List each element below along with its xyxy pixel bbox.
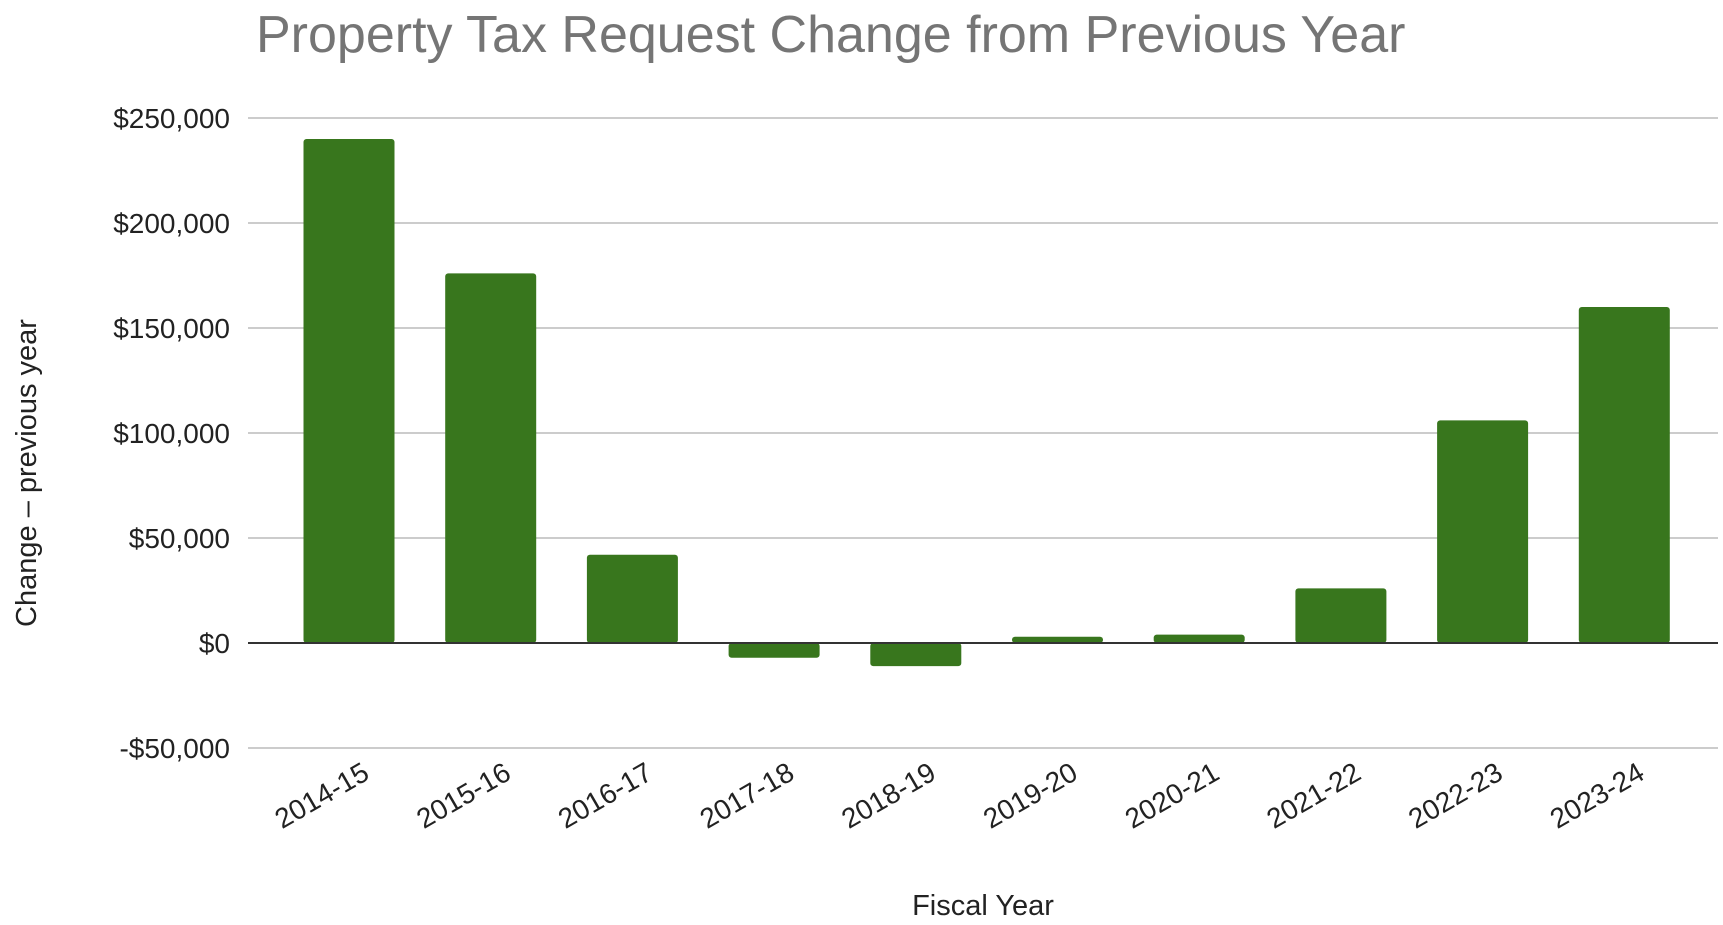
y-tick-label: -$50,000	[119, 733, 230, 764]
bar-2023-24	[1578, 307, 1670, 643]
x-tick-label: 2019-20	[978, 756, 1082, 834]
x-tick-label: 2020-21	[1120, 756, 1224, 834]
bars	[303, 139, 1670, 667]
y-tick-label: $250,000	[113, 103, 230, 134]
bar-2017-18	[728, 643, 820, 658]
x-tick-label: 2018-19	[836, 756, 940, 834]
bar-2015-16	[445, 273, 537, 643]
y-tick-label: $50,000	[129, 523, 230, 554]
x-tick-label: 2016-17	[553, 756, 657, 834]
x-tick-label: 2023-24	[1545, 756, 1649, 834]
x-tick-label: 2015-16	[411, 756, 515, 834]
x-axis-ticks: 2014-15 2015-16 2016-17 2017-18 2018-19 2019-…	[270, 756, 1650, 834]
y-axis-ticks: -$50,000 $0 $50,000 $100,000 $150,000 $200,00…	[113, 103, 230, 764]
bar-2021-22	[1295, 588, 1387, 643]
y-tick-label: $200,000	[113, 208, 230, 239]
bar-2020-21	[1153, 634, 1245, 643]
x-tick-label: 2021-22	[1261, 756, 1365, 834]
x-tick-label: 2017-18	[695, 756, 799, 834]
bar-2018-19	[870, 643, 962, 667]
x-tick-label: 2014-15	[270, 756, 374, 834]
bar-2022-23	[1437, 420, 1529, 643]
x-tick-label: 2022-23	[1403, 756, 1507, 834]
y-tick-label: $100,000	[113, 418, 230, 449]
y-tick-label: $0	[199, 628, 230, 659]
x-axis-title: Fiscal Year	[912, 890, 1054, 922]
bar-2014-15	[303, 139, 395, 643]
bar-2019-20	[1012, 636, 1103, 643]
bar-2016-17	[586, 554, 678, 643]
y-axis-title: Change – previous year	[11, 319, 43, 627]
chart-title: Property Tax Request Change from Previou…	[256, 6, 1405, 64]
y-tick-label: $150,000	[113, 313, 230, 344]
